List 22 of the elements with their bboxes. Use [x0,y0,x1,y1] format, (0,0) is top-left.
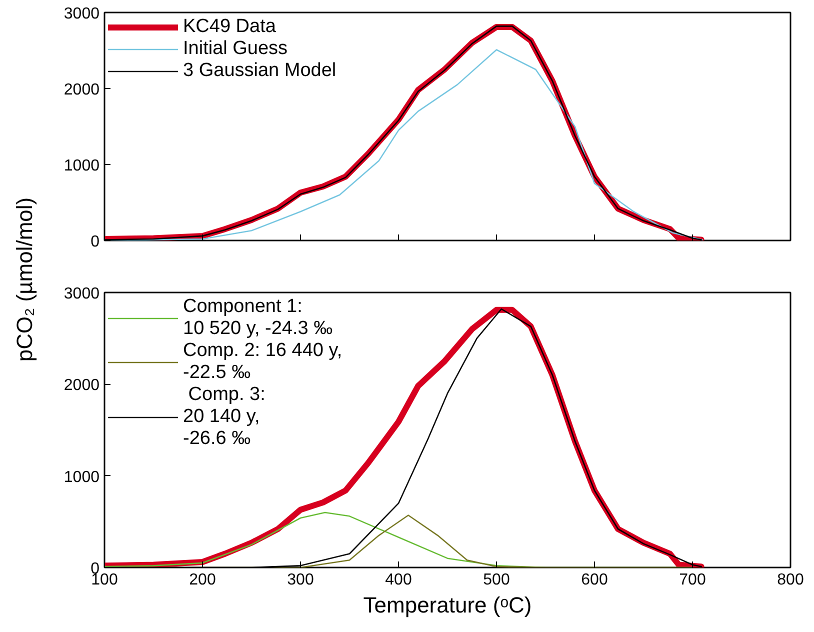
y-tick-label: 2000 [64,82,100,98]
y-tick-label: 1000 [64,468,100,486]
legend-label: KC49 Data [183,16,276,38]
x-tick-label: 400 [385,572,412,588]
y-axis-title: pCO₂ (µmol/mol) [12,197,38,362]
y-tick-label: 3000 [64,6,100,22]
legend-label: Comp. 2: 16 440 y, -22.5 ‰ [183,340,342,384]
x-tick-label: 500 [483,572,510,588]
y-tick-label: 0 [90,234,100,250]
x-tick-label: 200 [189,572,216,588]
legend-label: Component 1: 10 520 y, -24.3 ‰ [183,296,333,340]
x-tick-label: 800 [777,572,804,588]
x-tick-label: 300 [287,572,314,588]
y-tick-label: 2000 [64,377,100,394]
y-tick-label: 1000 [64,158,100,174]
x-tick-label: 700 [679,572,706,588]
x-tick-label: 600 [581,572,608,588]
legend-label: Comp. 3: 20 140 y, -26.6 ‰ [183,384,266,450]
y-tick-label: 3000 [64,286,100,302]
legend-label: 3 Gaussian Model [183,60,336,82]
legend-label: Initial Guess [183,38,288,60]
x-axis-title: Temperature (ᵒC) [363,592,532,618]
